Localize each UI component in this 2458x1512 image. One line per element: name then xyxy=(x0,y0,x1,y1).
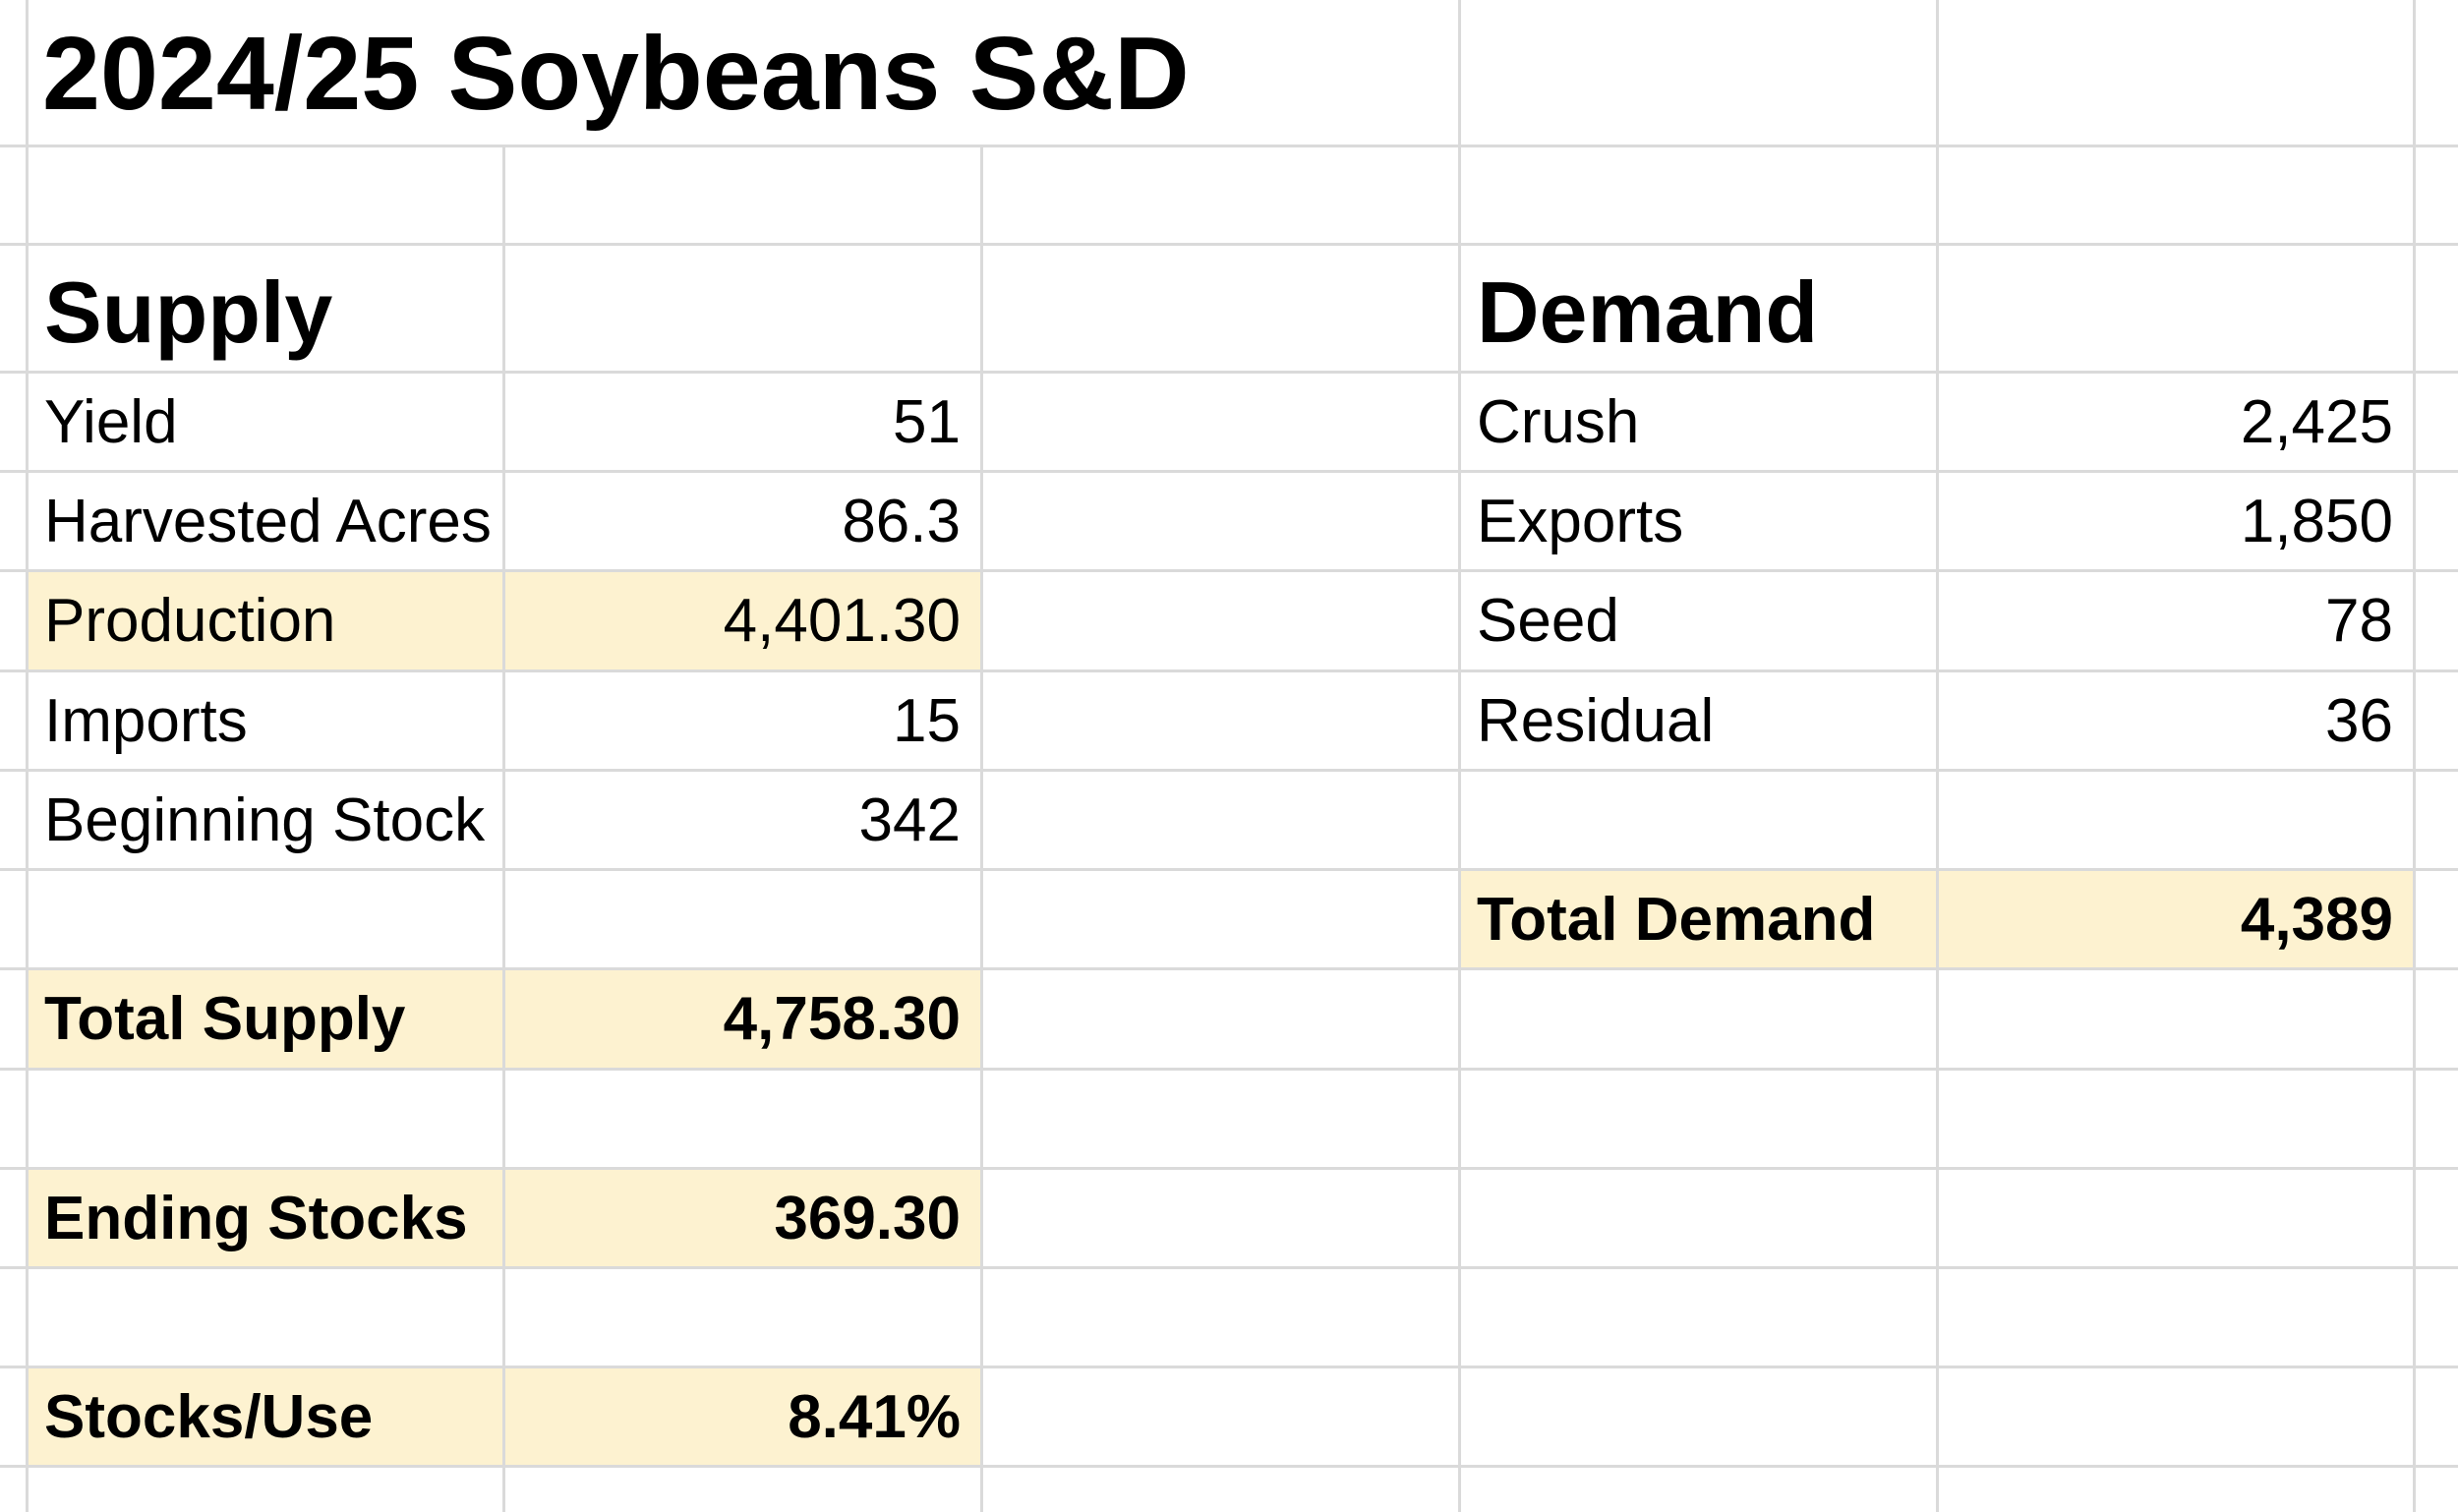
supply-yield-value[interactable]: 51 xyxy=(893,387,961,456)
demand-seed-label[interactable]: Seed xyxy=(1477,587,1619,655)
demand-crush-label[interactable]: Crush xyxy=(1477,387,1640,456)
supply-imports-label[interactable]: Imports xyxy=(44,686,248,755)
gridline xyxy=(0,1266,2458,1269)
stocks-use-label[interactable]: Stocks/Use xyxy=(29,1368,502,1465)
ending-stocks-value[interactable]: 369.30 xyxy=(505,1170,980,1266)
demand-seed-value[interactable]: 78 xyxy=(2325,587,2393,655)
gridline xyxy=(980,145,983,1512)
gridline xyxy=(502,145,505,1512)
demand-exports-label[interactable]: Exports xyxy=(1477,487,1684,555)
total-supply-label[interactable]: Total Supply xyxy=(29,970,502,1068)
gridline xyxy=(0,569,2458,572)
total-demand-value[interactable]: 4,389 xyxy=(1939,871,2413,967)
gridline xyxy=(0,868,2458,871)
sheet-title[interactable]: 2024/25 Soybeans S&D xyxy=(42,16,1190,132)
demand-residual-value[interactable]: 36 xyxy=(2325,686,2393,755)
supply-harvested-acres-value[interactable]: 86.3 xyxy=(842,487,961,555)
supply-imports-value[interactable]: 15 xyxy=(893,686,961,755)
gridline xyxy=(0,145,2458,147)
gridline xyxy=(2413,0,2416,1512)
demand-heading[interactable]: Demand xyxy=(1477,262,1819,361)
gridline xyxy=(0,769,2458,772)
gridline xyxy=(1936,0,1939,1512)
total-demand-label[interactable]: Total Demand xyxy=(1461,871,1936,967)
ending-stocks-label[interactable]: Ending Stocks xyxy=(29,1170,502,1266)
gridline xyxy=(0,1167,2458,1170)
gridline xyxy=(0,371,2458,374)
supply-production-label[interactable]: Production xyxy=(29,572,502,669)
gridline xyxy=(0,1465,2458,1468)
supply-heading[interactable]: Supply xyxy=(44,262,333,361)
demand-exports-value[interactable]: 1,850 xyxy=(2240,487,2393,555)
gridline xyxy=(1458,0,1461,1512)
gridline xyxy=(26,0,29,1512)
demand-residual-label[interactable]: Residual xyxy=(1477,686,1715,755)
gridline xyxy=(0,967,2458,970)
gridline xyxy=(0,669,2458,672)
total-supply-value[interactable]: 4,758.30 xyxy=(505,970,980,1068)
supply-production-value[interactable]: 4,401.30 xyxy=(505,572,980,669)
gridline xyxy=(0,470,2458,473)
demand-crush-value[interactable]: 2,425 xyxy=(2240,387,2393,456)
supply-beginning-stock-label[interactable]: Beginning Stock xyxy=(44,785,486,854)
gridline xyxy=(0,1366,2458,1368)
supply-beginning-stock-value[interactable]: 342 xyxy=(858,785,961,854)
gridline xyxy=(0,1068,2458,1071)
supply-harvested-acres-label[interactable]: Harvested Acres xyxy=(44,487,492,555)
gridline xyxy=(0,243,2458,246)
supply-yield-label[interactable]: Yield xyxy=(44,387,178,456)
stocks-use-value[interactable]: 8.41% xyxy=(505,1368,980,1465)
